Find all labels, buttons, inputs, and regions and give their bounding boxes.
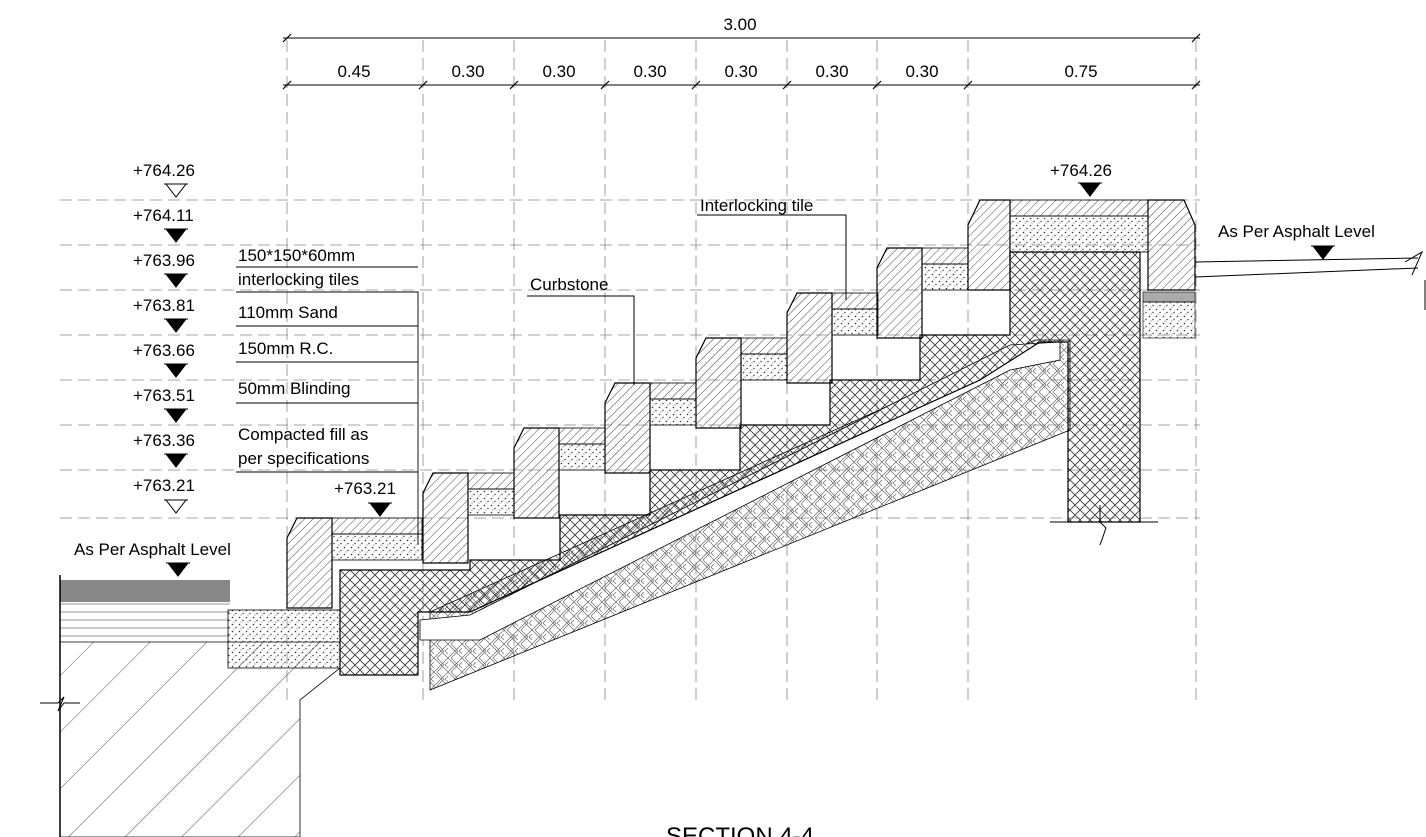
dim-tick-6	[782, 80, 792, 90]
tile-2	[467, 472, 515, 490]
legend-sand: 110mm Sand	[238, 303, 338, 322]
level-left-6: +763.51	[133, 386, 195, 405]
callout-asphalt-right: As Per Asphalt Level	[1218, 222, 1375, 241]
legend-fill-line2: per specifications	[238, 449, 369, 468]
curbstone-group	[286, 199, 1196, 609]
level-marker-left-5	[164, 363, 188, 378]
level-marker-left-8	[164, 499, 188, 514]
level-marker-left-4	[164, 318, 188, 333]
curbstone-7	[876, 247, 923, 339]
dim-segment-3: 0.30	[542, 62, 575, 81]
curbstone-landing-left	[967, 199, 1011, 291]
curbstone-3	[513, 427, 560, 519]
level-marker-top-landing	[1078, 182, 1102, 197]
sand-3	[558, 443, 606, 471]
dim-tick-9	[1191, 80, 1201, 90]
curbstone-1	[286, 517, 333, 609]
level-left-5: +763.66	[133, 341, 195, 360]
dim-segment-2: 0.30	[451, 62, 484, 81]
callout-interlocking-tile: Interlocking tile	[700, 196, 813, 215]
level-marker-bottom-step	[368, 502, 392, 517]
dim-tick-5	[691, 80, 701, 90]
curbstone-4	[604, 382, 651, 474]
dim-tick-2	[418, 80, 428, 90]
sand-landing	[1009, 215, 1149, 253]
level-marker-asphalt-left	[166, 562, 190, 577]
legend-tiles-line1: 150*150*60mm	[238, 246, 355, 265]
dim-tick-7	[872, 80, 882, 90]
curbstone-2	[422, 472, 469, 564]
dim-tick-1	[282, 80, 292, 90]
level-marker-left-7	[164, 453, 188, 468]
tile-3	[558, 427, 606, 445]
overall-dimension: 3.00	[723, 15, 756, 34]
level-marker-left-3	[164, 273, 188, 288]
level-left-2: +764.11	[133, 206, 194, 225]
dim-tick-4	[600, 80, 610, 90]
dim-segment-1: 0.45	[337, 62, 370, 81]
level-bottom-step: +763.21	[334, 479, 396, 498]
sand-4	[649, 398, 697, 426]
tile-7	[921, 247, 969, 265]
existing-ground-left	[40, 575, 341, 837]
tile-4	[649, 382, 697, 400]
level-top-landing: +764.26	[1050, 161, 1112, 180]
curbstone-6	[786, 292, 833, 384]
level-markers	[164, 182, 1335, 577]
callout-asphalt-left: As Per Asphalt Level	[74, 540, 231, 559]
sand-1	[331, 533, 423, 561]
overall-tick-1	[282, 33, 292, 43]
layer-legend: 150*150*60mm interlocking tiles 110mm Sa…	[236, 246, 419, 545]
legend-fill-line1: Compacted fill as	[238, 425, 368, 444]
level-marker-asphalt-right	[1311, 245, 1335, 260]
interlocking-tile-layer	[331, 199, 1149, 535]
tile-5	[740, 337, 788, 355]
tile-1	[331, 517, 423, 535]
tile-6	[831, 292, 879, 310]
level-marker-left-1	[164, 183, 188, 198]
dim-segment-4: 0.30	[633, 62, 666, 81]
dim-segment-6: 0.30	[815, 62, 848, 81]
existing-ground-right	[1142, 250, 1426, 339]
dim-tick-3	[509, 80, 519, 90]
curbstone-landing-right	[1147, 199, 1196, 291]
section-title: SECTION 4-4	[666, 823, 814, 837]
level-marker-left-6	[164, 408, 188, 423]
sand-5	[740, 353, 788, 381]
sand-6	[831, 308, 879, 336]
overall-tick-9	[1191, 33, 1201, 43]
legend-rc: 150mm R.C.	[238, 339, 333, 358]
sand-7	[921, 263, 969, 291]
sand-bed-layer	[331, 215, 1149, 561]
reinforced-concrete-stair-slab	[339, 251, 1158, 676]
callouts: Interlocking tile Curbstone As Per Aspha…	[74, 196, 1375, 559]
sand-2	[467, 488, 515, 516]
curbstone-5	[695, 337, 742, 429]
dim-segment-5: 0.30	[724, 62, 757, 81]
legend-tiles-line2: interlocking tiles	[238, 270, 359, 289]
dim-tick-8	[963, 80, 973, 90]
callout-curbstone: Curbstone	[530, 275, 608, 294]
dim-segment-7: 0.30	[905, 62, 938, 81]
level-left-3: +763.96	[133, 251, 195, 270]
legend-blinding: 50mm Blinding	[238, 379, 350, 398]
level-left-1: +764.26	[133, 161, 195, 180]
dimension-chain	[282, 33, 1201, 90]
level-marker-left-2	[164, 228, 188, 243]
level-left-8: +763.21	[133, 476, 195, 495]
dim-segment-8: 0.75	[1064, 62, 1097, 81]
tile-landing	[1009, 199, 1149, 217]
level-left-4: +763.81	[133, 296, 195, 315]
level-left-7: +763.36	[133, 431, 195, 450]
